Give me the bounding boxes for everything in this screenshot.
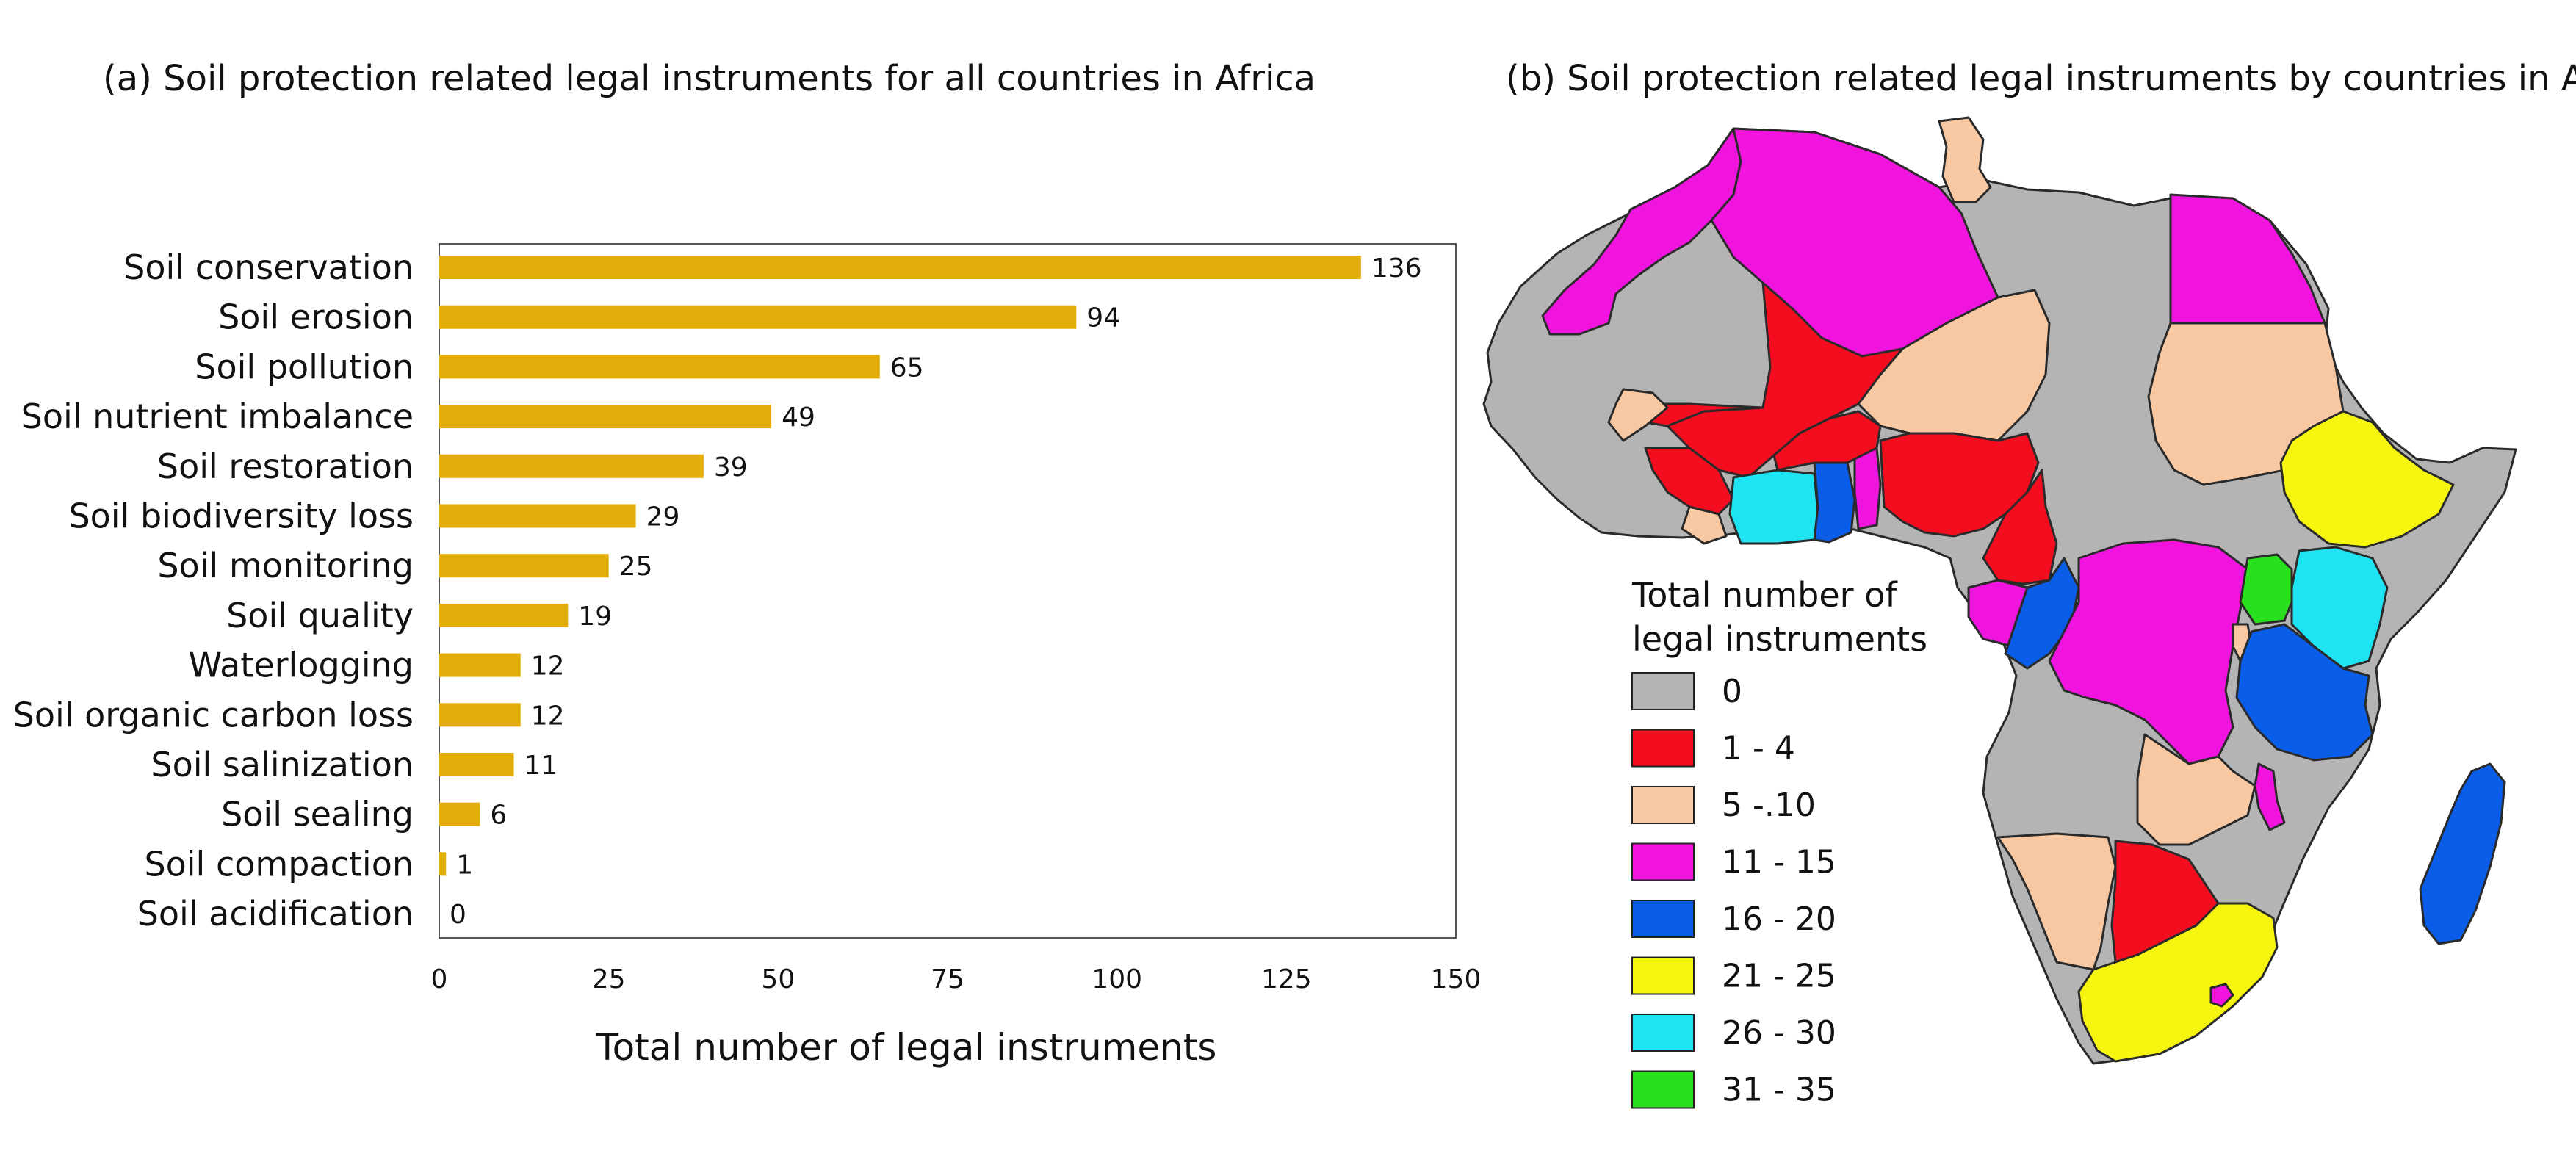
legend-swatch	[1631, 1070, 1695, 1109]
bar-series: Soil conservation 136 Soil erosion 94 Soil p…	[13, 248, 1422, 934]
category-label: Soil acidification	[137, 894, 414, 934]
legend-swatch	[1631, 672, 1695, 710]
data-label: 12	[531, 701, 565, 731]
data-label: 12	[531, 651, 565, 682]
x-tick-label: 100	[1092, 964, 1142, 994]
legend-swatch	[1631, 842, 1695, 881]
legend-label: 1 - 4	[1722, 730, 1795, 768]
africa-map	[1482, 116, 2517, 1065]
map-region	[2239, 553, 2293, 626]
category-label: Soil monitoring	[157, 546, 414, 585]
data-label: 94	[1086, 303, 1120, 333]
map-region	[2077, 902, 2279, 1063]
legend-title-line-2: legal instruments	[1632, 619, 1927, 659]
map-region	[2419, 762, 2506, 945]
map-region	[2209, 983, 2234, 1008]
x-axis-ticks: 0 25 50 75 100 125 150	[431, 964, 1482, 994]
data-label: 136	[1371, 253, 1422, 284]
legend-label: 11 - 15	[1722, 844, 1836, 881]
map-region	[2279, 410, 2455, 549]
bar-chart-panel: (a) Soil protection related legal instru…	[13, 58, 1482, 1069]
bar	[439, 653, 521, 677]
legend-swatch	[1631, 956, 1695, 995]
data-label: 25	[619, 552, 653, 582]
category-label: Soil organic carbon loss	[13, 695, 414, 734]
data-label: 49	[782, 402, 815, 433]
data-label: 39	[714, 452, 748, 483]
category-label: Soil erosion	[218, 297, 414, 337]
bar-chart-title: (a) Soil protection related legal instru…	[103, 58, 1316, 99]
data-label: 0	[450, 900, 466, 930]
legend-label: 21 - 25	[1722, 958, 1836, 995]
x-tick-label: 25	[592, 964, 626, 994]
map-region	[1813, 461, 1856, 544]
x-axis-label: Total number of legal instruments	[596, 1026, 1217, 1069]
plot-frame	[439, 243, 1457, 939]
x-tick-label: 0	[431, 964, 448, 994]
data-label: 19	[578, 602, 612, 632]
category-label: Soil salinization	[151, 745, 414, 784]
category-label: Soil sealing	[221, 795, 414, 834]
legend-swatch	[1631, 900, 1695, 938]
bar	[439, 256, 1361, 279]
map-region	[1728, 469, 1819, 545]
data-label: 29	[646, 502, 680, 532]
x-tick-label: 50	[761, 964, 795, 994]
legend-label: 16 - 20	[1722, 900, 1836, 938]
map-panel: (b) Soil protection related legal instru…	[1482, 58, 2576, 1109]
map-region	[2254, 762, 2286, 831]
legend-label: 5 -.10	[1722, 787, 1816, 824]
category-label: Waterlogging	[189, 646, 414, 685]
x-tick-label: 150	[1431, 964, 1482, 994]
bar	[439, 504, 636, 528]
map-region	[2235, 623, 2374, 762]
map-region	[2290, 546, 2389, 670]
map-title: (b) Soil protection related legal instru…	[1506, 58, 2576, 99]
category-label: Soil compaction	[144, 844, 414, 884]
bar	[439, 355, 880, 379]
data-label: 1	[456, 850, 473, 880]
map-region	[1853, 447, 1882, 530]
map-region	[1857, 289, 2051, 442]
category-label: Soil quality	[226, 596, 414, 635]
bar	[439, 802, 480, 826]
legend-swatch	[1631, 786, 1695, 824]
category-label: Soil biodiversity loss	[68, 497, 414, 536]
map-region	[1938, 116, 1992, 203]
legend-label: 31 - 35	[1722, 1072, 1836, 1109]
x-tick-label: 75	[931, 964, 964, 994]
map-region	[2136, 733, 2256, 846]
bar	[439, 454, 704, 478]
legend-label: 26 - 30	[1722, 1014, 1836, 1052]
category-label: Soil restoration	[157, 447, 414, 486]
map-legend: Total number of legal instruments 0 1 - 4…	[1631, 575, 1927, 1109]
map-region	[1772, 410, 1882, 472]
bar	[439, 554, 609, 578]
map-region	[1996, 832, 2117, 971]
bar	[439, 703, 521, 727]
legend-items: 0 1 - 4 5 -.10 11 - 15 16 - 20 21 - 25 26 - 30…	[1631, 672, 1836, 1109]
map-region	[1982, 469, 2058, 585]
data-label: 11	[524, 751, 558, 781]
category-label: Soil conservation	[123, 248, 414, 287]
bar	[439, 852, 447, 876]
bar	[439, 603, 569, 627]
category-label: Soil nutrient imbalance	[21, 397, 414, 436]
map-region	[1681, 505, 1728, 545]
data-label: 6	[490, 801, 507, 831]
legend-title-line-1: Total number of	[1631, 575, 1898, 615]
bar	[439, 405, 772, 429]
map-region	[1607, 388, 1669, 442]
data-label: 65	[890, 353, 924, 383]
legend-swatch	[1631, 729, 1695, 768]
category-label: Soil pollution	[195, 347, 414, 386]
bar	[439, 753, 514, 776]
x-tick-label: 125	[1261, 964, 1312, 994]
legend-swatch	[1631, 1014, 1695, 1052]
bar	[439, 305, 1077, 329]
legend-label: 0	[1722, 673, 1742, 710]
